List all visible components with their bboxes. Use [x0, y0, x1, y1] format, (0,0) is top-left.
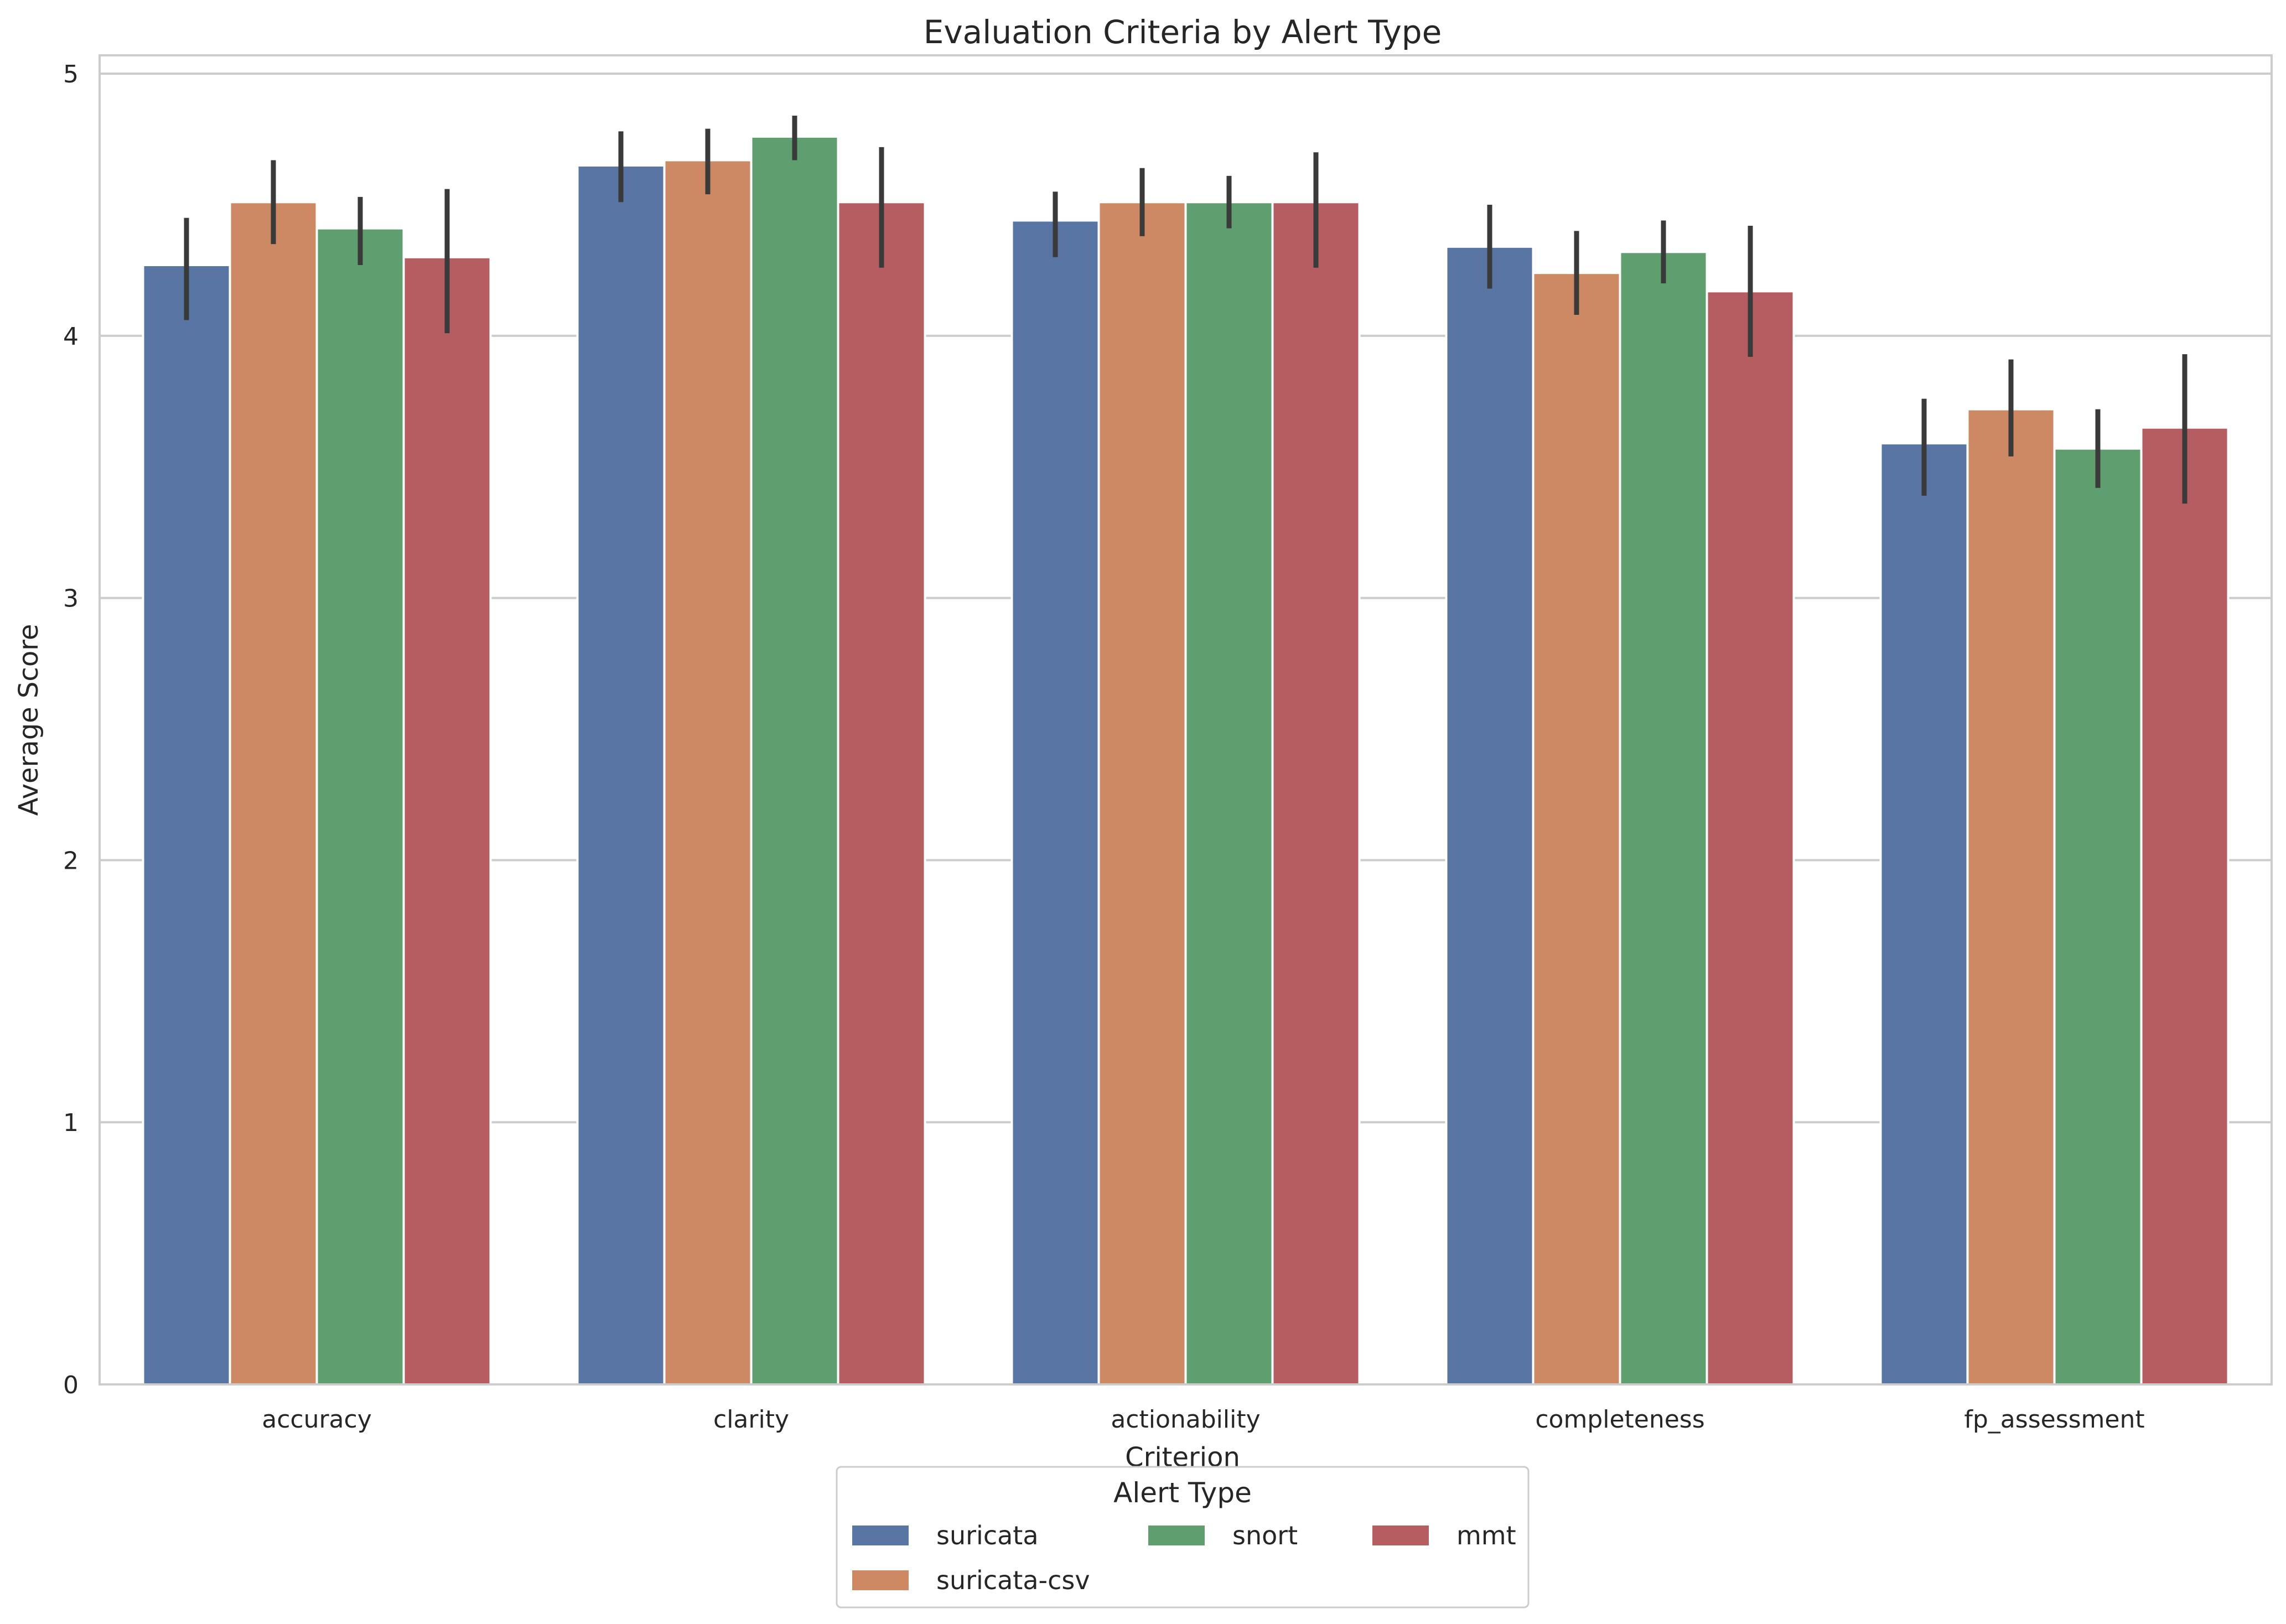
y-tick-labels: 0 1 2 3 4 5 [63, 60, 79, 1399]
bar-mmt-fp_assessment [2140, 426, 2230, 1386]
y-tick-label: 4 [63, 323, 79, 351]
bar-suricata-csv-clarity [663, 159, 753, 1386]
bar-mmt-completeness [1706, 290, 1795, 1386]
bar-suricata-completeness [1445, 245, 1535, 1386]
bar-mmt-clarity [837, 201, 926, 1386]
bar-mmt-actionability [1271, 201, 1361, 1386]
bar-snort-fp_assessment [2053, 447, 2143, 1386]
y-tick-label: 3 [63, 585, 79, 613]
y-tick-label: 0 [63, 1371, 79, 1399]
legend: Alert Type suricata suricata-csv snort mmt [836, 1466, 1530, 1609]
y-tick-label: 5 [63, 60, 79, 89]
legend-swatch-suricata-csv [852, 1570, 909, 1590]
bars [142, 135, 2230, 1386]
error-bars [184, 115, 2187, 504]
bar-suricata-clarity [576, 164, 666, 1386]
legend-swatch-mmt [1372, 1526, 1429, 1545]
legend-label-suricata: suricata [936, 1521, 1039, 1550]
legend-label-mmt: mmt [1456, 1521, 1516, 1550]
legend-title: Alert Type [1113, 1477, 1252, 1509]
y-axis-label: Average Score [13, 624, 44, 816]
bar-mmt-accuracy [402, 256, 492, 1386]
bar-snort-completeness [1619, 251, 1708, 1386]
legend-swatch-snort [1148, 1526, 1205, 1545]
bar-suricata-csv-accuracy [229, 201, 318, 1386]
x-tick-label-completeness: completeness [1535, 1405, 1704, 1434]
bar-snort-actionability [1184, 201, 1274, 1386]
x-tick-label-fp_assessment: fp_assessment [1964, 1405, 2144, 1434]
bar-snort-accuracy [315, 227, 405, 1386]
bar-snort-clarity [750, 135, 839, 1386]
bar-suricata-csv-actionability [1097, 201, 1187, 1386]
chart-title: Evaluation Criteria by Alert Type [924, 13, 1442, 51]
y-tick-label: 2 [63, 847, 79, 875]
y-tick-label: 1 [63, 1109, 79, 1137]
legend-items: suricata suricata-csv snort mmt [852, 1521, 1516, 1595]
bar-suricata-csv-completeness [1532, 272, 1621, 1386]
legend-label-suricata-csv: suricata-csv [936, 1565, 1090, 1595]
x-tick-label-actionability: actionability [1111, 1405, 1260, 1434]
bar-suricata-actionability [1010, 219, 1100, 1386]
bar-suricata-fp_assessment [1879, 442, 1969, 1386]
x-tick-label-clarity: clarity [713, 1405, 789, 1434]
x-tick-labels: accuracy clarity actionability completeness… [262, 1405, 2144, 1434]
bar-suricata-accuracy [142, 264, 231, 1386]
bar-suricata-csv-fp_assessment [1966, 408, 2056, 1386]
x-tick-label-accuracy: accuracy [262, 1405, 372, 1434]
legend-label-snort: snort [1232, 1521, 1298, 1550]
plot-frame [99, 54, 2273, 1386]
legend-swatch-suricata [852, 1526, 909, 1545]
